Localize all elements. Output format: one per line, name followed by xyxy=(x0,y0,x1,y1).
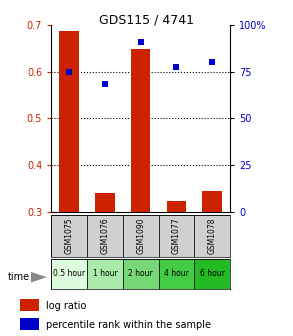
Bar xyxy=(87,215,123,257)
Text: GDS115 / 4741: GDS115 / 4741 xyxy=(99,13,194,27)
Bar xyxy=(51,215,87,257)
Bar xyxy=(20,318,39,330)
Text: 1 hour: 1 hour xyxy=(93,269,117,278)
Text: GSM1090: GSM1090 xyxy=(136,218,145,254)
Bar xyxy=(194,259,230,289)
Bar xyxy=(194,215,230,257)
Bar xyxy=(166,201,186,212)
Text: time: time xyxy=(7,272,30,282)
Bar xyxy=(59,31,79,212)
Text: 6 hour: 6 hour xyxy=(200,269,224,278)
Text: 0.5 hour: 0.5 hour xyxy=(53,269,85,278)
Bar xyxy=(131,49,151,212)
Text: GSM1077: GSM1077 xyxy=(172,218,181,254)
Bar xyxy=(95,193,115,212)
Bar xyxy=(202,191,222,212)
Bar xyxy=(87,259,123,289)
Bar xyxy=(123,215,159,257)
Bar xyxy=(159,215,194,257)
Text: log ratio: log ratio xyxy=(46,301,86,311)
Bar xyxy=(20,299,39,311)
Text: 2 hour: 2 hour xyxy=(128,269,153,278)
Polygon shape xyxy=(31,272,47,283)
Text: GSM1078: GSM1078 xyxy=(208,218,217,254)
Text: GSM1076: GSM1076 xyxy=(100,218,109,254)
Text: percentile rank within the sample: percentile rank within the sample xyxy=(46,320,211,330)
Text: GSM1075: GSM1075 xyxy=(65,218,74,254)
Bar xyxy=(159,259,194,289)
Text: 4 hour: 4 hour xyxy=(164,269,189,278)
Bar xyxy=(51,259,87,289)
Bar xyxy=(123,259,159,289)
